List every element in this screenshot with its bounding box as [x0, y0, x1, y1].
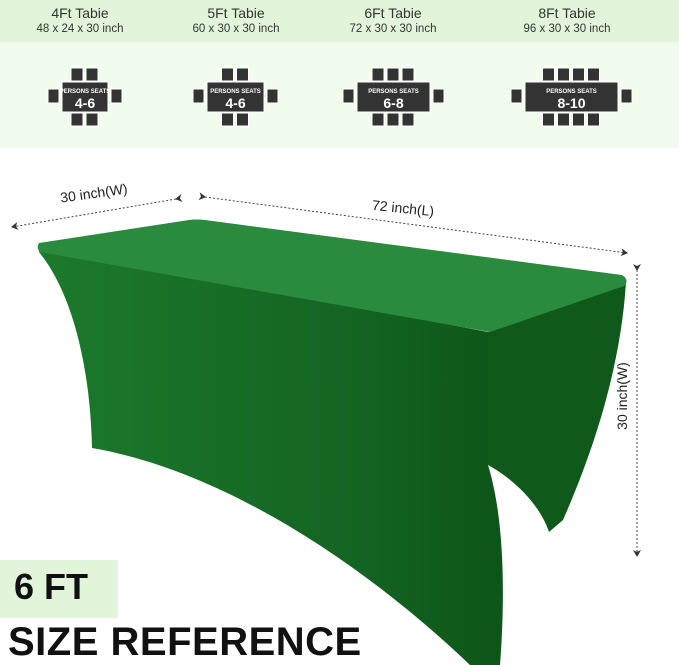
chair-icon	[70, 67, 84, 82]
chair-icon	[85, 67, 99, 82]
chair-icon	[221, 67, 234, 82]
chair-icon	[557, 67, 570, 82]
chair-icon	[386, 112, 400, 127]
chair-icon	[192, 88, 205, 104]
size-name: 5Ft Tabie	[207, 5, 265, 21]
size-name: 4Ft Tabie	[51, 5, 109, 21]
seats-label: PERSONS SEATS	[368, 89, 419, 95]
seats-label: PERSONS SEATS	[210, 89, 261, 95]
seats-label: PERSONS SEATS	[546, 89, 597, 95]
length-arrow	[198, 192, 628, 257]
seats-count: 4-6	[75, 95, 95, 111]
badge-box	[0, 560, 118, 618]
chair-icon	[557, 112, 570, 127]
chair-icon	[236, 67, 249, 82]
chair-icon	[572, 112, 585, 127]
chair-icon	[432, 88, 445, 104]
width-arrow	[11, 194, 183, 230]
size-dims: 72 x 30 x 30 inch	[349, 23, 437, 35]
size-dims: 60 x 30 x 30 inch	[192, 23, 280, 35]
chair-icon	[47, 88, 60, 104]
chair-icon	[542, 112, 555, 127]
seats-count: 4-6	[225, 95, 245, 111]
size-dims: 48 x 24 x 30 inch	[36, 23, 124, 35]
chair-icon	[266, 88, 279, 104]
headline: SIZE REFERENCE	[8, 620, 362, 664]
cover-side	[488, 282, 626, 532]
chair-icon	[70, 112, 84, 127]
size-badge: 6 FT	[14, 566, 89, 607]
chair-icon	[587, 112, 600, 127]
size-dims: 96 x 30 x 30 inch	[523, 23, 611, 35]
chair-icon	[572, 67, 585, 82]
chair-icon	[620, 88, 633, 104]
height-label: 30 inch(W)	[613, 362, 630, 430]
chair-icon	[542, 67, 555, 82]
chair-icon	[342, 88, 355, 104]
chair-icon	[371, 112, 385, 127]
chair-icon	[401, 112, 415, 127]
size-4ft: 4Ft Tabie 48 x 24 x 30 inch	[0, 5, 160, 36]
chair-icon	[401, 67, 415, 82]
chair-icon	[510, 88, 523, 104]
chair-icon	[386, 67, 400, 82]
size-5ft: 5Ft Tabie 60 x 30 x 30 inch	[156, 5, 316, 36]
size-8ft: 8Ft Tabie 96 x 30 x 30 inch	[487, 5, 647, 36]
chair-icon	[110, 88, 123, 104]
chair-icon	[587, 67, 600, 82]
size-name: 6Ft Tabie	[364, 5, 422, 21]
table-icon	[524, 81, 619, 113]
seats-count: 8-10	[557, 95, 585, 111]
chair-icon	[221, 112, 234, 127]
table-icon	[206, 81, 265, 113]
seats-count: 6-8	[383, 95, 403, 111]
table-icon	[356, 81, 431, 113]
header-band	[0, 0, 679, 42]
seats-label: PERSONS SEATS	[60, 89, 111, 95]
size-name: 8Ft Tabie	[538, 5, 596, 21]
chair-icon	[85, 112, 99, 127]
cover-top	[37, 219, 627, 332]
size-6ft: 6Ft Tabie 72 x 30 x 30 inch	[313, 5, 473, 36]
table-icon	[61, 81, 109, 113]
cover-front	[39, 246, 503, 665]
chair-icon	[371, 67, 385, 82]
chair-icon	[236, 112, 249, 127]
